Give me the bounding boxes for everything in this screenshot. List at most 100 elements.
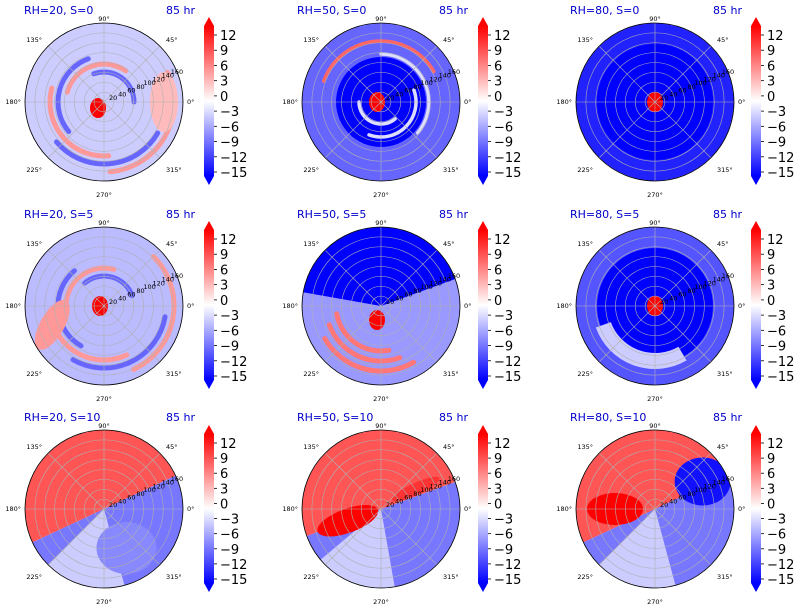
colorbar-tick-label: −12 bbox=[767, 355, 794, 370]
angle-tick-label: 90° bbox=[649, 15, 661, 23]
colorbar-tick-label: −6 bbox=[494, 120, 513, 135]
colorbar-tick-label: 3 bbox=[767, 482, 775, 497]
colorbar-body bbox=[751, 434, 761, 583]
grid-spoke bbox=[598, 249, 656, 307]
colorbar-tick-label: 6 bbox=[767, 467, 775, 482]
grid-spoke bbox=[324, 249, 382, 307]
colorbar-tick-label: −3 bbox=[494, 105, 513, 120]
radius-tick-label: 100 bbox=[420, 283, 432, 291]
panel-title: RH=20, S=0 bbox=[24, 4, 93, 17]
radius-tick-label: 40 bbox=[395, 294, 403, 302]
band bbox=[131, 254, 177, 372]
colorbar-tick-label: 0 bbox=[767, 90, 775, 105]
radius-tick-label: 20 bbox=[109, 94, 117, 102]
colorbar-tick-label: −3 bbox=[220, 309, 239, 324]
angle-tick-label: 180° bbox=[556, 505, 572, 513]
angle-tick-label: 315° bbox=[166, 573, 182, 581]
panel-time: 85 hr bbox=[439, 4, 468, 17]
radius-tick-label: 140 bbox=[162, 479, 174, 487]
angle-tick-label: 45° bbox=[166, 443, 178, 451]
grid-spoke bbox=[654, 452, 712, 510]
colorbar-tick-label: 0 bbox=[494, 294, 502, 309]
colorbar-tick-label: 12 bbox=[220, 233, 237, 248]
colorbar-body bbox=[751, 230, 761, 380]
angle-tick-label: 180° bbox=[282, 302, 298, 310]
band bbox=[357, 100, 397, 126]
colorbar-tick-label: 0 bbox=[494, 497, 502, 512]
radius-tick-label: 100 bbox=[420, 486, 432, 494]
warm-core bbox=[317, 505, 379, 537]
radius-tick-label: 20 bbox=[660, 298, 668, 306]
grid-spoke bbox=[324, 508, 382, 566]
colorbar-tick-label: 0 bbox=[767, 294, 775, 309]
angle-tick-label: 225° bbox=[303, 370, 319, 378]
colorbar-tick-label: −6 bbox=[220, 120, 239, 135]
band bbox=[321, 39, 436, 83]
radius-tick-label: 20 bbox=[109, 298, 117, 306]
polar-frame bbox=[301, 226, 461, 386]
polar-frame bbox=[24, 22, 184, 182]
angle-tick-label: 180° bbox=[5, 98, 21, 106]
angle-tick-label: 315° bbox=[717, 166, 733, 174]
colorbar-tick-label: −6 bbox=[767, 120, 786, 135]
grid-spoke bbox=[380, 45, 438, 103]
radius-tick-label: 20 bbox=[386, 501, 394, 509]
colorbar-tick-label: 12 bbox=[220, 29, 237, 44]
colorbar-tick-label: 6 bbox=[494, 59, 502, 74]
grid-spoke bbox=[654, 508, 712, 566]
colorbar-tick-label: 6 bbox=[220, 59, 228, 74]
colorbar-tick-label: 3 bbox=[494, 75, 502, 90]
colorbar-body bbox=[751, 26, 761, 176]
radius-tick-label: 80 bbox=[413, 490, 421, 498]
cool-core bbox=[96, 521, 157, 574]
colorbar-tick-label: −6 bbox=[494, 528, 513, 543]
colorbar-tick-label: −9 bbox=[767, 136, 786, 151]
colorbar-tick-label: 3 bbox=[494, 279, 502, 294]
colorbar-tick-label: 9 bbox=[494, 44, 502, 59]
angle-tick-label: 90° bbox=[375, 15, 387, 23]
angle-tick-label: 135° bbox=[26, 443, 42, 451]
colorbar-tick-label: −9 bbox=[220, 136, 239, 151]
colorbar-body bbox=[478, 434, 488, 583]
panel-title: RH=20, S=10 bbox=[24, 411, 100, 424]
angle-tick-label: 225° bbox=[577, 573, 593, 581]
grid-spoke bbox=[598, 452, 656, 510]
band bbox=[63, 265, 117, 312]
colorbar-tick-label: 0 bbox=[220, 294, 228, 309]
grid-spoke bbox=[47, 452, 105, 510]
panel: 20 40 60 801001201401600°45°90°135°180°225°… bbox=[5, 4, 247, 199]
radius-tick-label: 60 bbox=[127, 87, 135, 95]
radius-tick-label: 120 bbox=[153, 75, 165, 83]
band bbox=[47, 85, 112, 159]
angle-tick-label: 315° bbox=[166, 166, 182, 174]
grid-spoke bbox=[380, 452, 438, 510]
angle-tick-label: 135° bbox=[26, 240, 42, 248]
colorbar-body bbox=[204, 230, 214, 380]
warm-core bbox=[369, 310, 385, 330]
band bbox=[595, 321, 687, 369]
polar-frame bbox=[575, 226, 735, 386]
panel: 20 40 60 801001201401600°45°90°135°180°225°… bbox=[556, 411, 794, 606]
grid-spoke bbox=[654, 101, 712, 159]
polar-frame bbox=[575, 429, 735, 589]
colorbar-tick-label: 12 bbox=[494, 233, 511, 248]
colorbar-extend-max bbox=[751, 221, 761, 230]
radius-tick-label: 100 bbox=[420, 79, 432, 87]
angle-tick-label: 225° bbox=[303, 573, 319, 581]
colorbar-tick-label: −12 bbox=[494, 558, 521, 573]
band bbox=[326, 322, 403, 364]
angle-tick-label: 0° bbox=[464, 302, 471, 310]
panel-title: RH=80, S=0 bbox=[570, 4, 639, 17]
angle-tick-label: 315° bbox=[717, 370, 733, 378]
colorbar-extend-min bbox=[478, 380, 488, 389]
colorbar-tick-label: 9 bbox=[767, 248, 775, 263]
angle-tick-label: 45° bbox=[717, 240, 729, 248]
radius-tick-label: 120 bbox=[430, 279, 442, 287]
panel-time: 85 hr bbox=[713, 4, 742, 17]
colorbar-tick-label: 6 bbox=[767, 263, 775, 278]
colorbar-tick-label: 6 bbox=[494, 467, 502, 482]
grid-spoke bbox=[380, 305, 438, 363]
radius-tick-label: 160 bbox=[448, 272, 460, 280]
